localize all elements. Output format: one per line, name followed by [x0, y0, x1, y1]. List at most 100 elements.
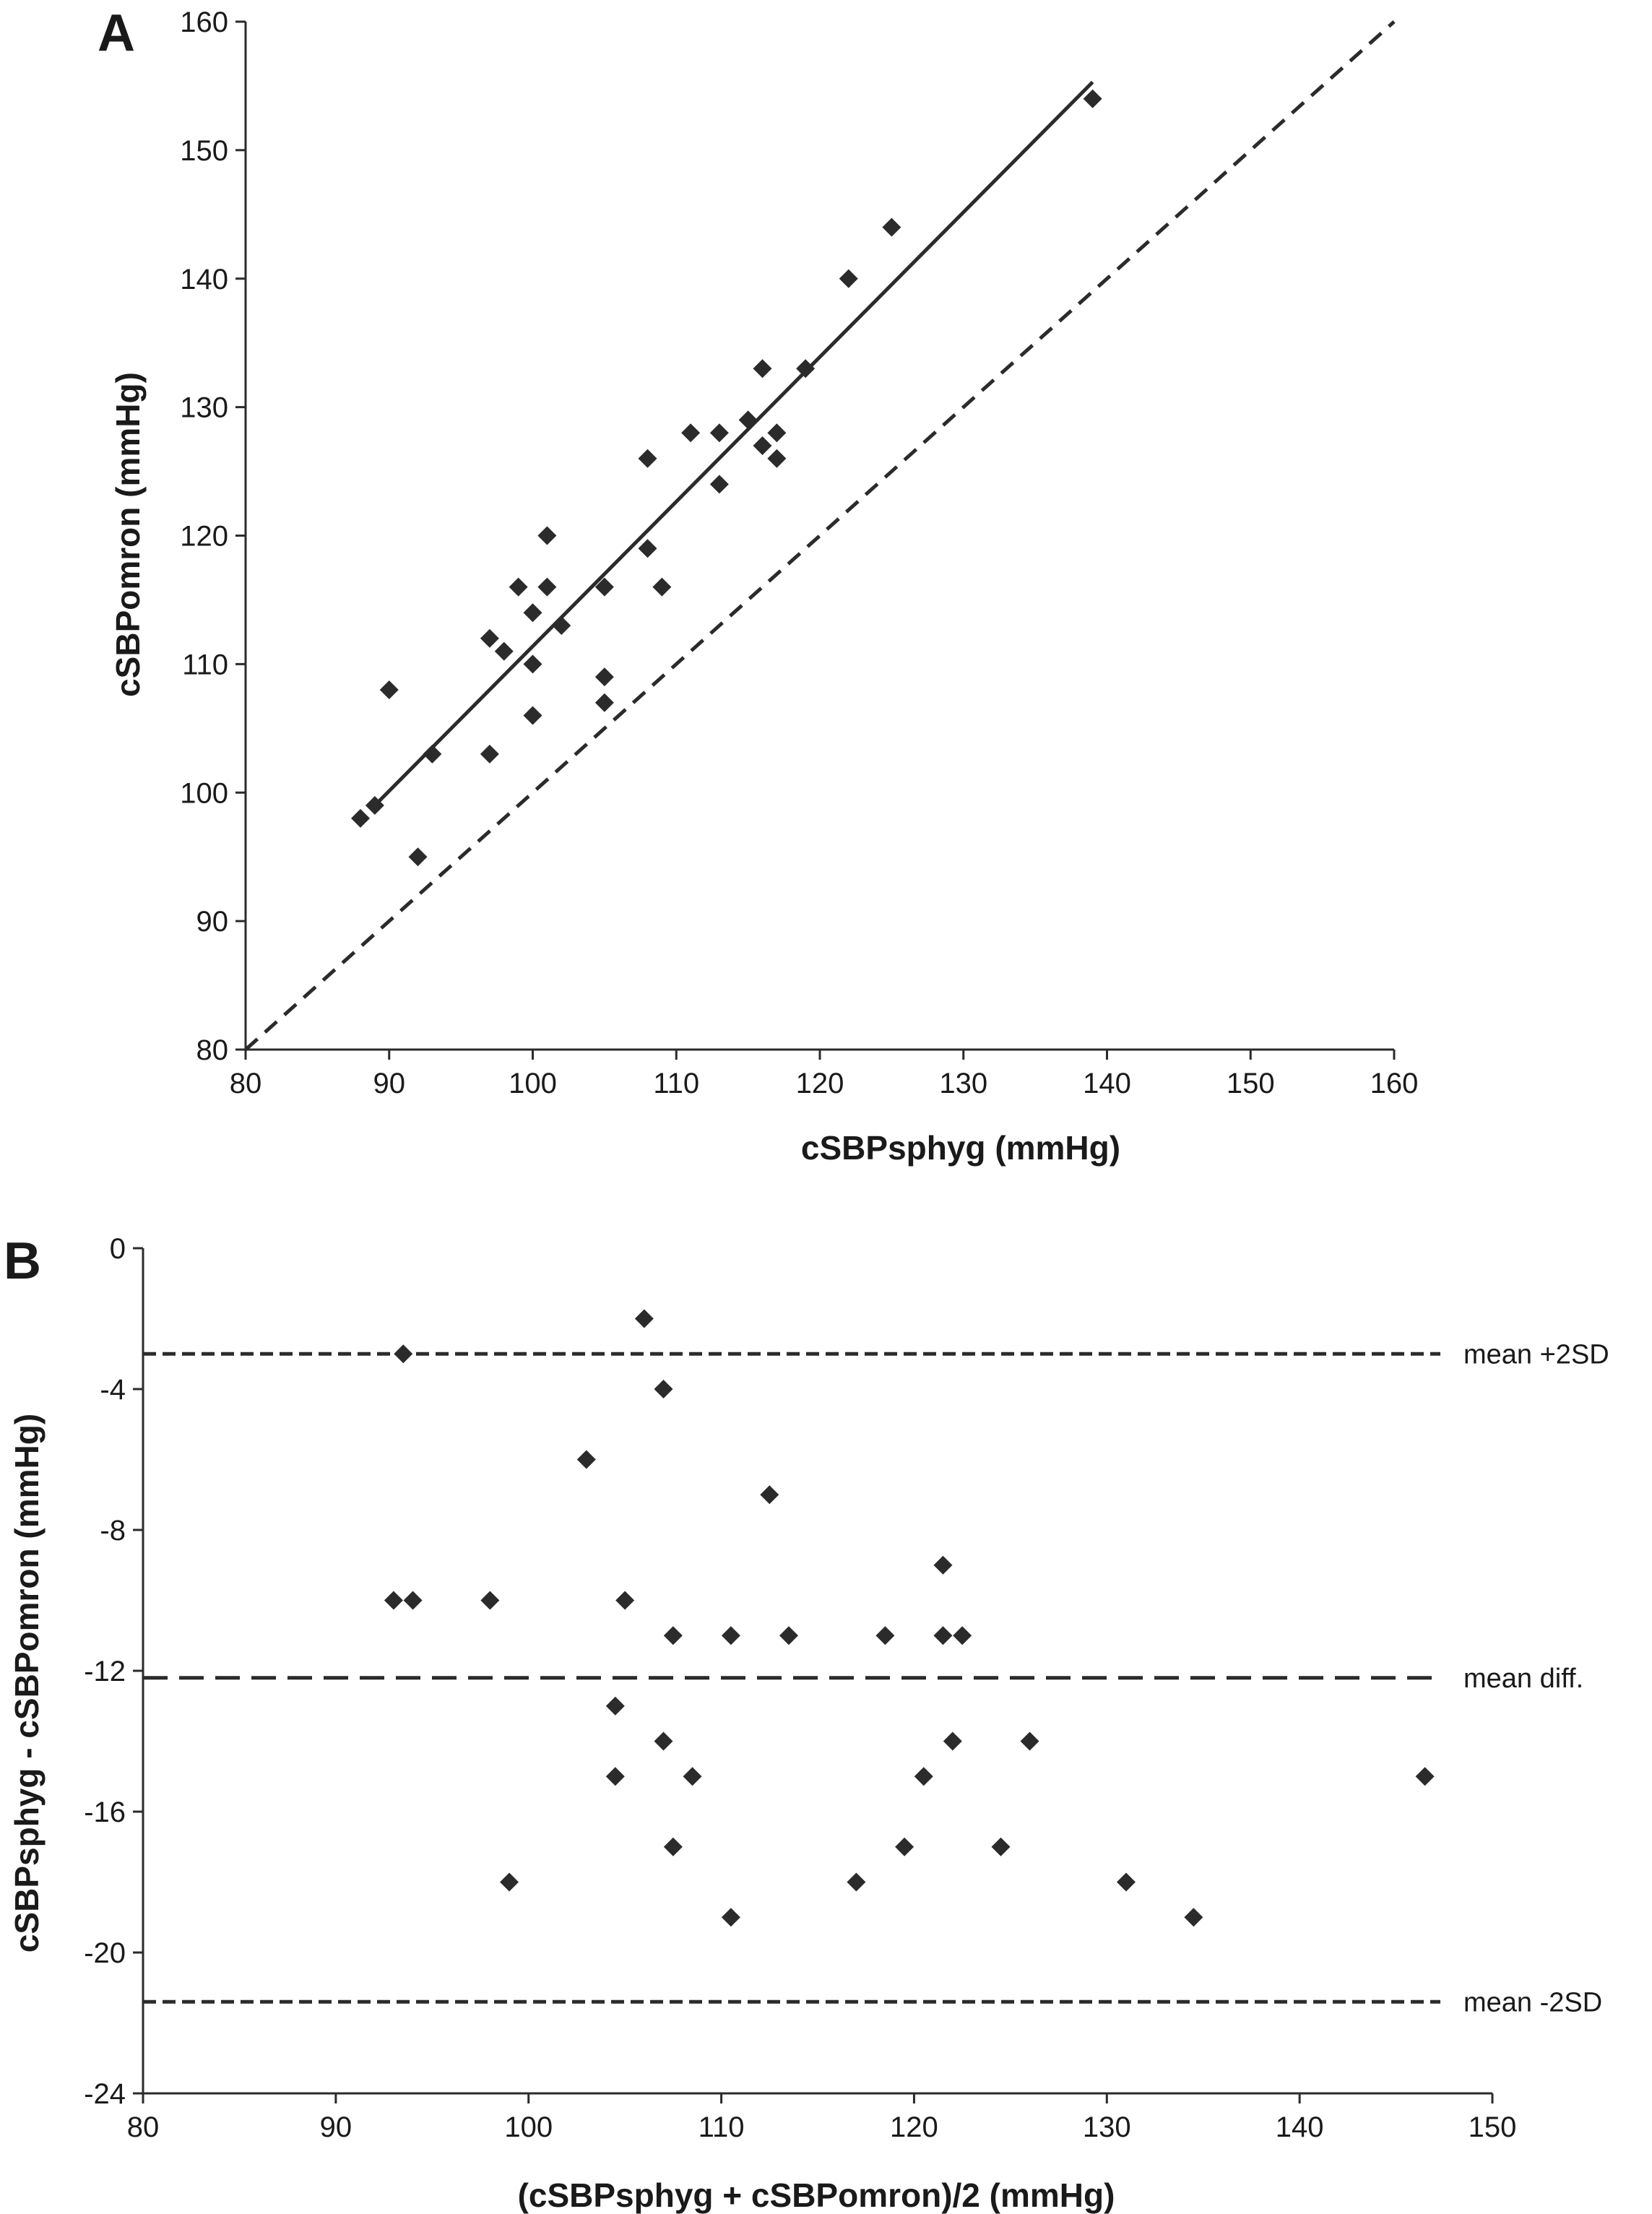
panel-b-x-tick-label: 130 — [1083, 2111, 1131, 2143]
panel-b-data-point — [1020, 1731, 1039, 1751]
panel-a-y-tick-label: 90 — [196, 906, 229, 938]
panel-b-data-point — [760, 1485, 779, 1505]
panel-b-x-tick-label: 90 — [320, 2111, 353, 2143]
panel-b-data-point — [500, 1872, 519, 1892]
panel-b-data-point — [943, 1731, 962, 1751]
panel-a-data-point — [594, 693, 614, 712]
panel-b-y-tick-label: -20 — [84, 1937, 126, 1969]
panel-a-data-point — [882, 217, 901, 237]
panel-a-x-tick-label: 110 — [653, 1068, 699, 1099]
panel-a-x-tick-label: 90 — [373, 1068, 406, 1099]
panel-a-data-point — [523, 603, 542, 623]
panel-b-data-point — [394, 1344, 413, 1364]
panel-a-data-point — [351, 808, 370, 828]
panel-b-data-point — [663, 1626, 683, 1646]
panel-b-data-point — [403, 1591, 423, 1610]
panel-b-y-tick-label: -16 — [84, 1796, 126, 1828]
panel-a-regression-line — [373, 80, 1094, 807]
panel-b-x-tick-label: 80 — [127, 2111, 160, 2143]
panel-a-data-point — [494, 641, 514, 661]
panel-b-data-point — [991, 1837, 1011, 1856]
panel-a-x-tick-label: 120 — [796, 1068, 844, 1099]
panel-a-data-point — [638, 539, 657, 558]
panel-a-data-point — [509, 577, 528, 597]
panel-b-data-point — [779, 1626, 798, 1646]
panel-b-y-axis-title: cSBPsphyg - cSBPomron (mmHg) — [8, 1414, 46, 1953]
panel-a-data-point — [537, 577, 557, 597]
panel-b-data-point — [895, 1837, 914, 1856]
panel-a-data-point — [753, 359, 772, 379]
panel-b-letter: B — [4, 1232, 41, 1290]
panel-b-x-tick-label: 150 — [1469, 2111, 1517, 2143]
panel-a-data-point — [738, 410, 758, 430]
panel-a-data-point — [767, 423, 787, 443]
panel-b-data-point — [933, 1555, 953, 1575]
panel-b-reference-line-label: mean +2SD — [1463, 1339, 1609, 1370]
panel-b-data-point — [875, 1626, 895, 1646]
panel-b-x-tick-label: 140 — [1276, 2111, 1324, 2143]
panel-a-x-tick-label: 130 — [939, 1068, 987, 1099]
panel-b-y-tick-label: -8 — [100, 1515, 126, 1547]
panel-b-x-tick-label: 110 — [699, 2111, 745, 2143]
panel-a-y-axis-title: cSBPomron (mmHg) — [109, 372, 147, 697]
panel-b-data-point — [576, 1450, 596, 1469]
panel-a-x-tick-label: 150 — [1227, 1068, 1275, 1099]
panel-a-y-tick-label: 160 — [180, 7, 228, 38]
panel-a-y-tick-label: 150 — [180, 135, 228, 167]
panel-b-points — [384, 1309, 1435, 1927]
panel-a-data-point — [594, 577, 614, 597]
panel-a-x-tick-label: 100 — [509, 1068, 557, 1099]
panel-b-data-point — [480, 1591, 500, 1610]
panel-b-data-point — [683, 1767, 702, 1786]
panel-b-data-point — [953, 1626, 972, 1646]
panel-a: A 80 90 100 110 120 130 140 150 160 80 90 100 110 120… — [98, 4, 1418, 1167]
panel-a-data-point — [594, 667, 614, 687]
panel-a-y-tick-label: 80 — [196, 1034, 229, 1066]
panel-b-data-point — [1415, 1767, 1435, 1786]
panel-b: B 80 90 100 110 120 130 140 150 0 -4 -8 -12 -16 -20 -2… — [4, 1232, 1609, 2214]
panel-a-x-axis-title: cSBPsphyg (mmHg) — [801, 1129, 1120, 1167]
panel-a-y-tick-label: 100 — [180, 777, 228, 809]
panel-b-data-point — [933, 1626, 953, 1646]
panel-a-lines — [244, 20, 1396, 1051]
panel-a-data-point — [537, 526, 557, 545]
panel-b-y-tick-label: -24 — [84, 2078, 126, 2110]
panel-b-data-point — [605, 1767, 625, 1786]
panel-a-data-point — [681, 423, 701, 443]
panel-a-data-point — [767, 449, 787, 468]
panel-a-data-point — [709, 423, 729, 443]
panel-a-y-tick-label: 120 — [180, 521, 228, 553]
panel-a-data-point — [796, 359, 816, 379]
panel-b-x-tick-label: 120 — [890, 2111, 938, 2143]
panel-a-x-tick-label: 160 — [1370, 1068, 1419, 1099]
panel-a-data-point — [523, 654, 542, 674]
panel-b-data-point — [1184, 1908, 1203, 1927]
panel-a-data-point — [379, 680, 399, 699]
panel-a-data-point — [638, 449, 657, 468]
panel-a-data-point — [652, 577, 672, 597]
panel-b-data-point — [721, 1908, 740, 1927]
panel-b-y-tick-label: 0 — [110, 1233, 126, 1265]
panel-b-x-tick-label: 100 — [504, 2111, 553, 2143]
panel-b-data-point — [663, 1837, 683, 1856]
panel-b-data-point — [914, 1767, 933, 1786]
panel-b-axes: 80 90 100 110 120 130 140 150 0 -4 -8 -12 -16 -20 -24 — [84, 1233, 1516, 2143]
panel-a-x-tick-label: 140 — [1083, 1068, 1131, 1099]
panel-b-data-point — [634, 1309, 654, 1328]
panel-b-data-point — [847, 1872, 866, 1892]
panel-a-y-tick-label: 130 — [180, 392, 228, 424]
panel-a-data-point — [753, 436, 772, 455]
panel-a-y-tick-label: 110 — [182, 649, 228, 680]
panel-a-axes: 80 90 100 110 120 130 140 150 160 80 90 100 110 120 13… — [180, 7, 1418, 1099]
panel-b-data-point — [1116, 1872, 1136, 1892]
panel-b-data-point — [654, 1380, 673, 1398]
panel-a-data-point — [709, 475, 729, 494]
panel-b-data-point — [615, 1591, 635, 1610]
panel-a-data-point — [839, 269, 858, 288]
panel-b-data-point — [721, 1626, 740, 1646]
panel-b-reference-line-label: mean diff. — [1463, 1664, 1583, 1694]
panel-a-points — [351, 89, 1102, 867]
panel-a-letter: A — [98, 4, 135, 62]
panel-a-x-tick-label: 80 — [230, 1068, 262, 1099]
